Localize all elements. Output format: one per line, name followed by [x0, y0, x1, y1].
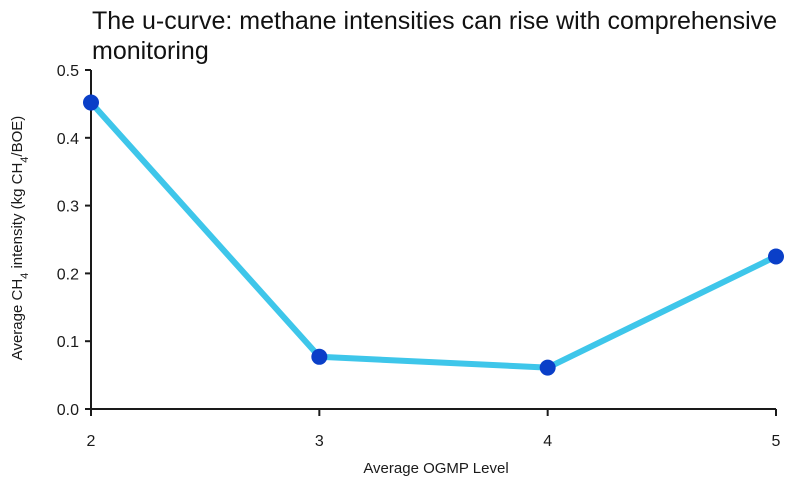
- data-point: [311, 348, 328, 365]
- data-point: [768, 248, 784, 265]
- chart-title: The u-curve: methane intensities can ris…: [92, 7, 778, 65]
- x-tick-label: 2: [87, 433, 96, 450]
- y-tick-label: 0.2: [57, 266, 79, 283]
- x-tick-label: 5: [772, 433, 781, 450]
- y-axis-title: Average CH4 intensity (kg CH4/BOE): [9, 116, 31, 361]
- x-tick-label: 4: [543, 433, 552, 450]
- data-point: [83, 94, 99, 111]
- axes: [90, 70, 776, 410]
- y-tick-label: 0.3: [57, 199, 79, 216]
- x-axis-title: Average OGMP Level: [363, 460, 508, 477]
- y-tick-label: 0.0: [57, 402, 79, 419]
- ticks: 0.0 0.1 0.2 0.3 0.4 0.5 2 3 4 5: [57, 63, 781, 450]
- data-point: [539, 359, 556, 376]
- y-tick-label: 0.4: [57, 131, 79, 148]
- y-tick-label: 0.1: [57, 334, 79, 351]
- y-tick-label: 0.5: [57, 63, 79, 80]
- series-line: [88, 99, 779, 371]
- x-tick-label: 3: [315, 433, 324, 450]
- series: [83, 94, 784, 376]
